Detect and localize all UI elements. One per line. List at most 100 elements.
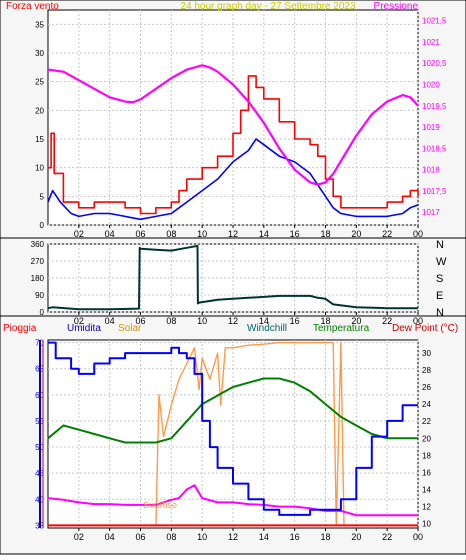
legend-dewpoint: Dew Point (°C) xyxy=(392,323,458,334)
wind-xtick-label-00: 00 xyxy=(413,229,423,239)
pressure-ytick-right-1018: 1018 xyxy=(422,166,440,175)
pressure-ytick-right-1020.5: 1020,5 xyxy=(422,59,447,68)
wind-direction-line xyxy=(47,244,418,311)
temperature-xtick-label-08: 08 xyxy=(166,532,176,542)
wind-xtick-label-20: 20 xyxy=(351,229,361,239)
compass-label-E-3: E xyxy=(436,290,443,302)
direction-xtick-label-12: 12 xyxy=(228,316,238,326)
compass-label-N-4: N xyxy=(436,307,444,319)
wind-ytick-left-35: 35 xyxy=(35,20,44,29)
temperature-ytick-right-26: 26 xyxy=(422,383,431,392)
temperature-ytick-right-18: 18 xyxy=(422,451,431,460)
wind-xtick-label-02: 02 xyxy=(74,229,84,239)
temperature-xtick-label-14: 14 xyxy=(259,532,269,542)
temperature-ytick-right-30: 30 xyxy=(422,349,431,358)
compass-label-S-2: S xyxy=(436,273,443,285)
temperature-axes: 0204060810121416182022003540455055606570… xyxy=(35,339,431,542)
wind-xtick-label-12: 12 xyxy=(228,229,238,239)
pressure-ytick-right-1021.5: 1021,5 xyxy=(422,17,447,26)
pressure-line xyxy=(47,64,419,186)
legend-humidity: Umidita xyxy=(67,323,101,334)
direction-ytick-left-90: 90 xyxy=(35,291,44,300)
wind-series-group xyxy=(47,64,419,221)
wind-gust-line xyxy=(48,75,419,215)
direction-xtick-label-20: 20 xyxy=(351,316,361,326)
wind-ytick-left-20: 20 xyxy=(35,106,44,115)
temperature-xtick-label-02: 02 xyxy=(74,532,84,542)
direction-xtick-label-22: 22 xyxy=(382,316,392,326)
temperature-xtick-label-00: 00 xyxy=(413,532,423,542)
wind-xtick-label-18: 18 xyxy=(320,229,330,239)
pressure-ytick-right-1017: 1017 xyxy=(422,208,440,217)
wind-xtick-label-04: 04 xyxy=(105,229,115,239)
pressure-ytick-right-1017.5: 1017,5 xyxy=(422,187,447,196)
temperature-ytick-right-10: 10 xyxy=(422,520,431,529)
temperature-ytick-right-24: 24 xyxy=(422,400,431,409)
pressure-label: Pressione xyxy=(374,1,419,12)
legend-windchill: Windchill xyxy=(247,323,287,334)
pressure-ytick-right-1019: 1019 xyxy=(422,123,440,132)
dewpoint-line xyxy=(47,484,418,517)
temperature-xtick-label-06: 06 xyxy=(135,532,145,542)
direction-xtick-label-00: 00 xyxy=(413,316,423,326)
temperature-xtick-label-22: 22 xyxy=(382,532,392,542)
solar-line xyxy=(48,341,418,527)
wind-ytick-left-30: 30 xyxy=(35,49,44,58)
temperature-ytick-right-16: 16 xyxy=(422,468,431,477)
direction-ytick-left-0: 0 xyxy=(40,308,45,317)
wind-xtick-label-08: 08 xyxy=(166,229,176,239)
direction-xtick-label-08: 08 xyxy=(166,316,176,326)
legend-temperature: Temperatura xyxy=(313,323,370,334)
pressure-ytick-right-1019.5: 1019,5 xyxy=(422,102,447,111)
pressure-ytick-right-1018.5: 1018,5 xyxy=(422,144,447,153)
direction-xtick-label-14: 14 xyxy=(259,316,269,326)
temperature-ytick-right-28: 28 xyxy=(422,366,431,375)
temperature-series-group xyxy=(47,341,418,527)
legend-rain: Pioggia xyxy=(3,323,37,334)
wind-axes: 02 04 06 08 10 12 14 16 18 20 22 000510152025303510… xyxy=(35,17,447,239)
wind-strength-label: Forza vento xyxy=(6,1,59,12)
compass-label-W-1: W xyxy=(436,256,447,268)
graph-title: 24 hour graph day - 27 Settembre 2023 xyxy=(180,1,356,12)
temperature-ytick-right-20: 20 xyxy=(422,434,431,443)
humidity-line xyxy=(48,341,418,516)
pressure-ytick-right-1021: 1021 xyxy=(422,38,440,47)
temperature-ytick-right-22: 22 xyxy=(422,417,431,426)
direction-ytick-left-360: 360 xyxy=(31,240,45,249)
wind-plot-area xyxy=(47,9,419,226)
direction-xtick-label-06: 06 xyxy=(135,316,145,326)
wind-xtick-label-14: 14 xyxy=(259,229,269,239)
pressure-ytick-right-1020: 1020 xyxy=(422,81,440,90)
direction-grid xyxy=(48,243,419,313)
wind-ytick-left-5: 5 xyxy=(40,192,45,201)
wind-xtick-label-10: 10 xyxy=(197,229,207,239)
temperature-ytick-right-12: 12 xyxy=(422,503,431,512)
temperature-line xyxy=(47,377,418,444)
temperature-ytick-right-14: 14 xyxy=(422,486,431,495)
direction-xtick-label-04: 04 xyxy=(105,316,115,326)
direction-ytick-left-270: 270 xyxy=(31,257,45,266)
wind-xtick-label-06: 06 xyxy=(135,229,145,239)
temperature-xtick-label-16: 16 xyxy=(290,532,300,542)
wind-xtick-label-22: 22 xyxy=(382,229,392,239)
sunrise-annotation: SunRise xyxy=(143,500,177,510)
temperature-xtick-label-04: 04 xyxy=(105,532,115,542)
direction-xtick-label-18: 18 xyxy=(320,316,330,326)
direction-series-group xyxy=(47,244,418,311)
temperature-xtick-label-20: 20 xyxy=(351,532,361,542)
legend-solar: Solar xyxy=(118,323,142,334)
direction-xtick-label-10: 10 xyxy=(197,316,207,326)
wind-ytick-left-0: 0 xyxy=(40,221,45,230)
wind-average-line xyxy=(47,138,419,221)
wind-xtick-label-16: 16 xyxy=(290,229,300,239)
direction-xtick-label-02: 02 xyxy=(74,316,84,326)
temperature-xtick-label-18: 18 xyxy=(320,532,330,542)
wind-ytick-left-25: 25 xyxy=(35,78,44,87)
compass-label-N-0: N xyxy=(436,239,444,251)
wind-ytick-left-15: 15 xyxy=(35,135,44,144)
temperature-xtick-label-10: 10 xyxy=(197,532,207,542)
direction-ytick-left-180: 180 xyxy=(31,274,45,283)
wind-ytick-left-10: 10 xyxy=(35,164,44,173)
